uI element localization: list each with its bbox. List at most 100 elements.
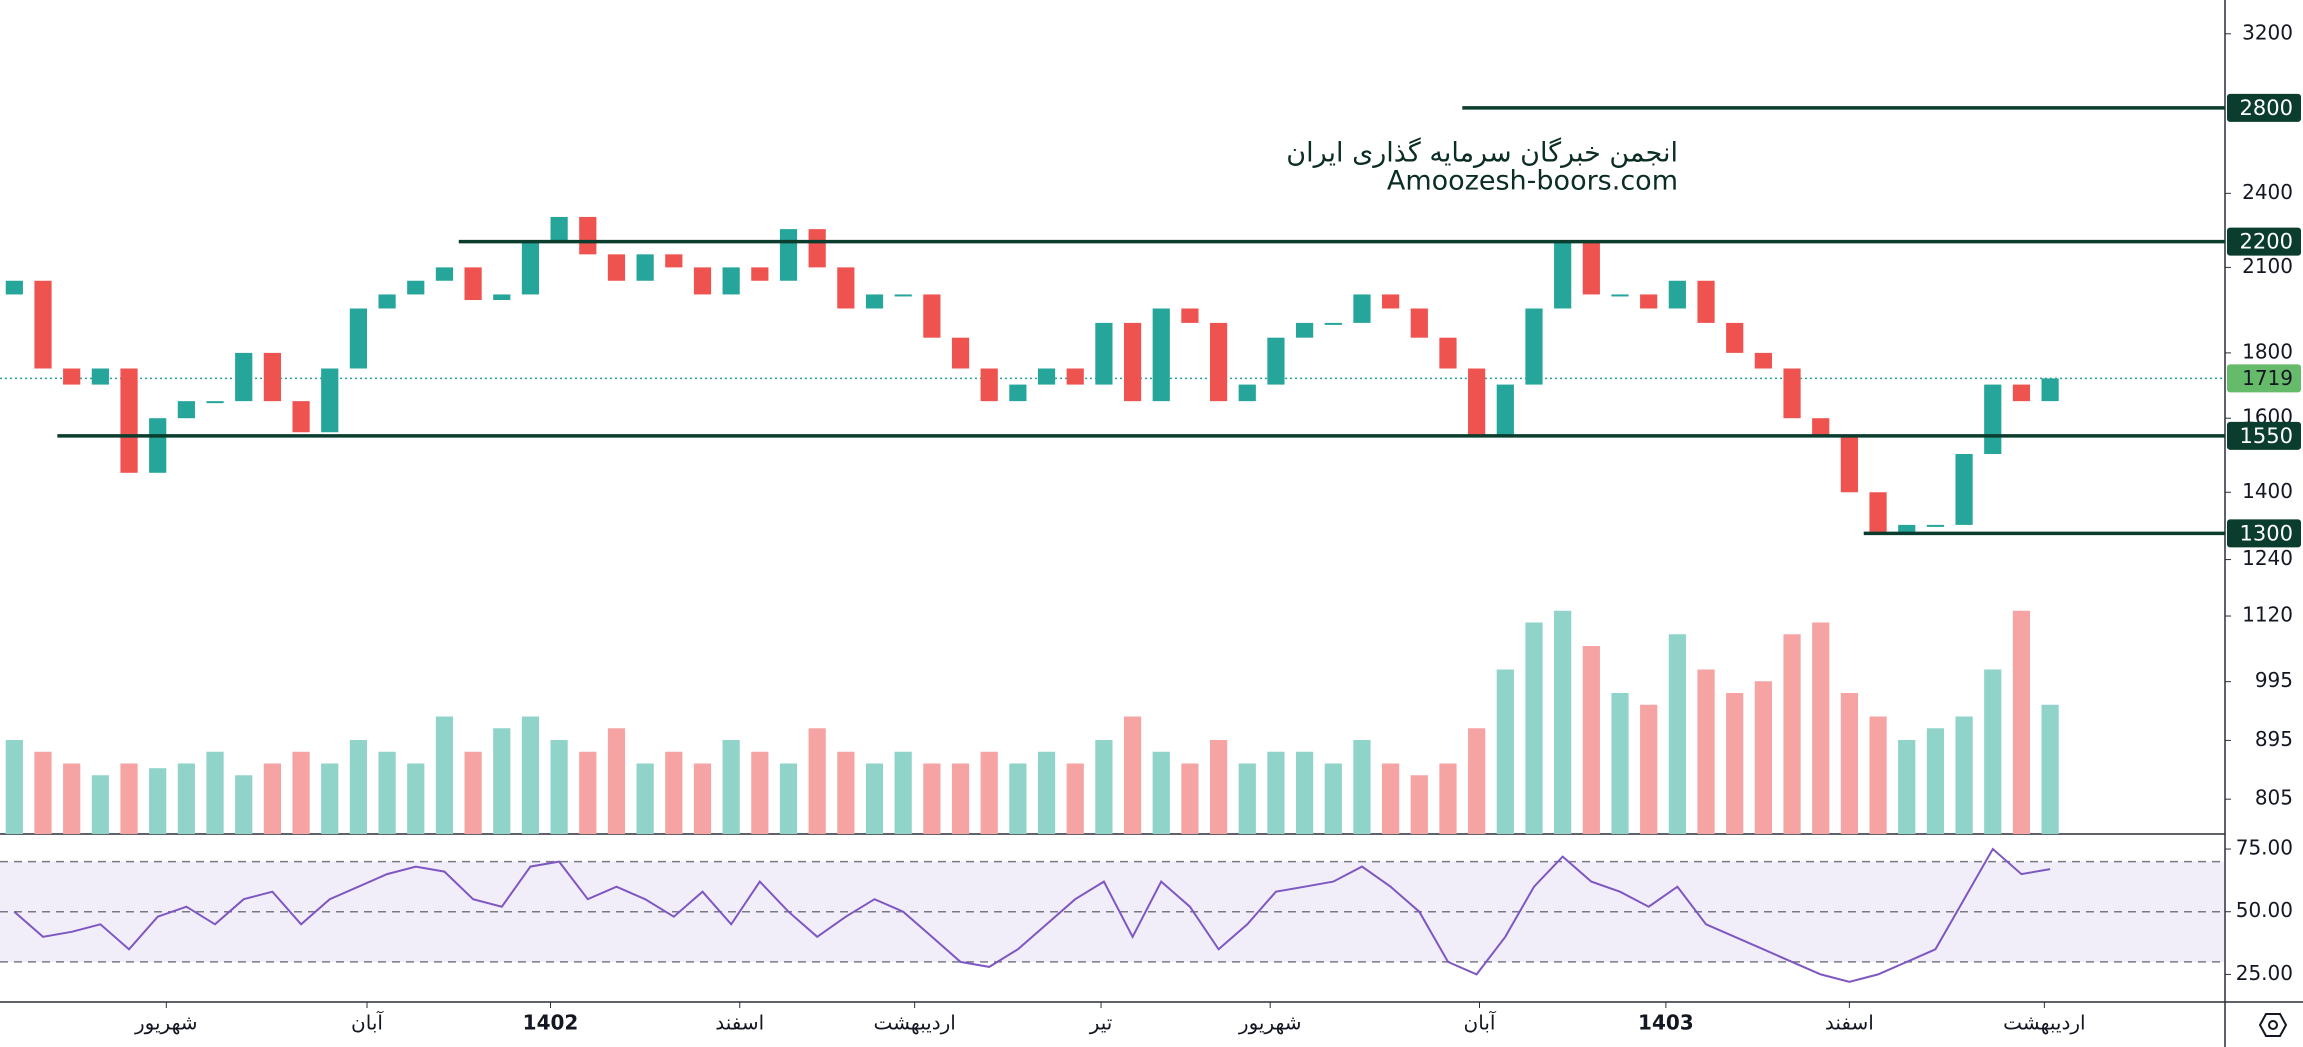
candle: [1066, 368, 1084, 385]
volume-bar: [2041, 704, 2059, 834]
volume-bar: [120, 763, 138, 834]
settings-icon[interactable]: [2258, 1013, 2288, 1037]
candle: [120, 368, 138, 473]
volume-bar: [5, 740, 23, 834]
volume-bar: [636, 763, 654, 834]
volume-bar: [951, 763, 970, 834]
y-tick-label: 1800: [2242, 339, 2293, 363]
candle: [521, 241, 540, 295]
y-tick-label: 75.00: [2236, 836, 2293, 860]
candle: [1869, 492, 1887, 534]
candle: [378, 294, 396, 309]
candle: [1296, 322, 1314, 338]
candle: [2041, 378, 2059, 402]
candle: [837, 267, 855, 309]
volume-bar: [1009, 763, 1027, 834]
rsi-line: [13, 847, 2051, 983]
volume-bar: [206, 751, 224, 834]
volume-bar: [1123, 716, 1142, 834]
candle: [607, 254, 626, 281]
candle: [1582, 241, 1600, 295]
volume-bar: [263, 763, 281, 834]
watermark-title: انجمن خبرگان سرمایه گذاری ایران: [1286, 137, 1678, 169]
candle: [1410, 308, 1428, 338]
y-tick-label: 50.00: [2236, 898, 2293, 922]
candle: [579, 216, 597, 255]
y-tick-label: 3200: [2242, 20, 2293, 44]
candle: [435, 267, 454, 281]
candle: [894, 294, 912, 297]
candle: [1955, 453, 1973, 525]
volume-bar: [665, 751, 683, 834]
volume-bar: [1525, 622, 1543, 834]
candle: [1267, 337, 1285, 385]
level-label: 2200: [2240, 230, 2293, 254]
candle: [292, 401, 310, 433]
candle: [2012, 384, 2031, 402]
volume-bar: [1668, 634, 1686, 834]
candle: [1668, 280, 1686, 309]
volume-bar: [1382, 763, 1400, 834]
volume-bar: [1296, 751, 1314, 834]
level-label-box: [2227, 227, 2301, 256]
volume-bar: [1324, 763, 1342, 834]
y-tick-label: 895: [2255, 727, 2293, 751]
volume-bar: [235, 775, 253, 834]
candle: [1468, 368, 1486, 436]
candle: [1123, 322, 1142, 402]
candle: [1554, 241, 1572, 309]
candle: [636, 254, 654, 281]
candle: [321, 368, 339, 433]
y-tick-label: 1240: [2242, 546, 2293, 570]
volume-bar: [292, 751, 310, 834]
volume-bar: [91, 775, 109, 834]
candle: [1009, 384, 1027, 402]
candle: [1783, 368, 1801, 419]
candle: [493, 294, 511, 301]
watermark-site: Amoozesh-boors.com: [1387, 166, 1678, 197]
y-tick-label: 995: [2255, 668, 2293, 692]
candle: [665, 254, 683, 268]
volume-bar: [1209, 740, 1228, 834]
volume-bar: [923, 763, 941, 834]
x-tick-label: اردیبهشت: [873, 1011, 955, 1035]
candle: [1496, 384, 1514, 436]
volume-bar: [1037, 751, 1056, 834]
y-tick-label: 25.00: [2236, 961, 2293, 985]
candle: [1812, 418, 1830, 436]
y-tick-label: 2400: [2242, 180, 2293, 204]
candle: [808, 229, 826, 268]
candle: [1697, 280, 1715, 323]
volume-bar: [1898, 740, 1916, 834]
candle: [91, 368, 109, 385]
volume-bar: [464, 751, 482, 834]
candle: [951, 337, 970, 369]
volume-bar: [693, 763, 712, 834]
x-tick-label: تیر: [1089, 1011, 1113, 1035]
volume-bar: [751, 751, 769, 834]
volume-bar: [1984, 669, 2002, 834]
candle: [980, 368, 998, 402]
volume-bar: [493, 728, 511, 834]
candle: [1238, 384, 1256, 402]
candle: [34, 280, 52, 369]
volume-bar: [1611, 693, 1629, 834]
volume-bar: [1582, 646, 1600, 834]
volume-bar: [1697, 669, 1715, 834]
candle: [722, 267, 740, 295]
volume-bar: [1181, 763, 1199, 834]
candle: [550, 216, 568, 242]
y-tick-label: 1120: [2242, 603, 2293, 627]
candle: [693, 267, 712, 295]
volume-bar: [980, 751, 998, 834]
candle: [1382, 294, 1400, 309]
volume-bar: [1410, 775, 1428, 834]
x-tick-label: آبان: [1464, 1010, 1497, 1035]
candle: [1984, 384, 2002, 454]
candle: [63, 368, 81, 385]
last-price-label: 1719: [2242, 366, 2293, 390]
last-price-box: [2227, 364, 2301, 393]
candle: [1611, 294, 1629, 297]
candle: [206, 401, 224, 404]
